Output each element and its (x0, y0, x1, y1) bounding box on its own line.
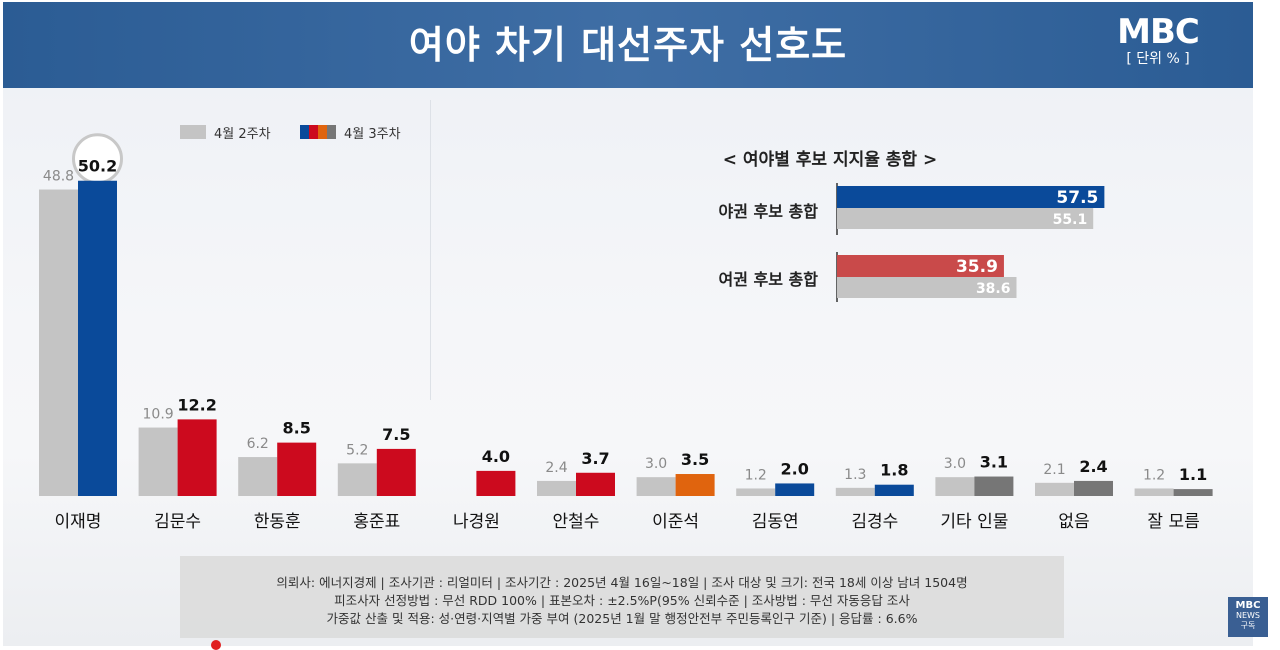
label-prev: 2.1 (1043, 462, 1065, 478)
inset-label-prev: 38.6 (976, 281, 1011, 297)
bar-prev (636, 477, 676, 496)
label-prev: 48.8 (43, 169, 74, 185)
category-label: 김문수 (154, 512, 201, 532)
bar-prev (1035, 482, 1074, 496)
legend-prev-label: 4월 2주차 (214, 126, 271, 142)
header-bar: 여야 차기 대선주자 선호도 MBC [ 단위 % ] (3, 2, 1253, 88)
label-prev: 10.9 (143, 407, 174, 423)
progress-marker (211, 640, 221, 650)
category-label: 김경수 (851, 512, 898, 532)
label-prev: 1.2 (1143, 467, 1165, 483)
inset-label-prev: 55.1 (1053, 212, 1088, 228)
bar-curr (576, 472, 615, 496)
chart-background (3, 2, 1253, 646)
category-label: 잘 모름 (1147, 512, 1199, 532)
bar-curr (1074, 480, 1113, 496)
bar-prev (835, 487, 875, 496)
unit-label: [ 단위 % ] (1126, 51, 1190, 67)
category-label: 홍준표 (353, 512, 400, 532)
label-prev: 5.2 (346, 442, 368, 458)
inset-bar-curr (837, 255, 1004, 277)
label-curr: 3.1 (980, 453, 1008, 472)
chart-divider (430, 100, 431, 400)
bar-prev (1134, 488, 1174, 496)
label-curr: 50.2 (78, 157, 117, 176)
survey-info-line-3: 가중값 산출 및 적용: 성·연령·지역별 가중 부여 (2025년 1월 말 … (326, 611, 918, 626)
label-curr: 1.1 (1179, 465, 1207, 484)
bar-prev (39, 189, 78, 496)
category-label: 김동연 (752, 512, 799, 532)
label-curr: 8.5 (283, 419, 311, 438)
mbc-news-subscribe-badge[interactable]: MBC NEWS 구독 (1228, 597, 1268, 637)
category-label: 한동훈 (254, 512, 301, 532)
bar-curr (376, 448, 416, 496)
label-prev: 6.2 (247, 436, 269, 452)
legend-prev-swatch (180, 125, 206, 139)
survey-info-line-1: 의뢰사: 에너지경제 | 조사기관 : 리얼미터 | 조사기간 : 2025년 … (276, 575, 968, 590)
bar-curr (177, 419, 217, 496)
label-prev: 3.0 (645, 456, 667, 472)
label-prev: 1.3 (844, 467, 866, 483)
badge-logo: MBC (1235, 600, 1261, 611)
bar-prev (138, 427, 178, 496)
bar-curr (78, 180, 117, 496)
bar-curr (874, 484, 914, 496)
bar-prev (935, 477, 975, 496)
logo-text: MBC (1117, 12, 1200, 52)
badge-subscribe: 구독 (1240, 621, 1256, 630)
inset-bar-prev (837, 277, 1017, 298)
label-curr: 1.8 (880, 461, 908, 480)
bar-prev (537, 480, 576, 496)
label-curr: 2.0 (781, 459, 809, 478)
legend-curr-swatch (300, 125, 336, 139)
category-label: 안철수 (553, 512, 600, 532)
main-bar-chart: 48.850.2 이재명 10.912.2 김문수 6.2 8.5 한동훈 5.2 7.5 홍준표… (39, 133, 1213, 532)
label-prev: 3.0 (944, 456, 966, 472)
label-curr: 12.2 (177, 395, 216, 414)
category-label: 이준석 (652, 512, 699, 532)
legend-prev: 4월 2주차 (180, 124, 271, 142)
category-label: 기타 인물 (940, 512, 1008, 532)
bar-curr (974, 476, 1014, 496)
bar-prev (736, 488, 776, 496)
legend-curr-label: 4월 3주차 (344, 126, 401, 142)
inset-label-opposition: 야권 후보 총합 (718, 202, 818, 221)
bar-curr (775, 483, 815, 496)
bar-curr (476, 470, 516, 496)
inset-label-curr: 35.9 (956, 257, 998, 277)
inset-bar-prev (837, 208, 1094, 229)
legend-curr: 4월 3주차 (300, 124, 401, 142)
page-title: 여야 차기 대선주자 선호도 (408, 23, 848, 67)
bar-prev (337, 463, 377, 496)
label-curr: 2.4 (1079, 457, 1107, 476)
category-label: 없음 (1058, 512, 1089, 532)
bar-prev (238, 457, 278, 496)
bar-curr (1173, 489, 1213, 496)
label-curr: 7.5 (382, 425, 410, 444)
label-curr: 3.7 (581, 449, 609, 468)
inset-label-ruling: 여권 후보 총합 (718, 270, 818, 289)
label-prev: 1.2 (745, 467, 767, 483)
category-label: 이재명 (55, 512, 102, 532)
survey-info-line-2: 피조사자 선정방법 : 무선 RDD 100% | 표본오차 : ±2.5%P(… (334, 593, 910, 608)
bar-curr (277, 442, 317, 496)
inset-bar-curr (837, 186, 1105, 208)
mbc-logo: MBC [ 단위 % ] (1103, 12, 1213, 68)
bar-curr (675, 474, 715, 496)
inset-label-curr: 57.5 (1056, 188, 1098, 208)
category-label: 나경원 (453, 512, 500, 532)
inset-chart-title: < 여야별 후보 지지율 총합 > (722, 150, 938, 170)
badge-sub: NEWS (1235, 611, 1261, 620)
label-prev: 2.4 (545, 460, 567, 476)
label-curr: 4.0 (482, 447, 510, 466)
survey-info-box (180, 556, 1064, 638)
label-curr: 3.5 (681, 450, 709, 469)
inset-bar-chart: 57.5 55.1 35.9 38.6 (836, 183, 1105, 302)
